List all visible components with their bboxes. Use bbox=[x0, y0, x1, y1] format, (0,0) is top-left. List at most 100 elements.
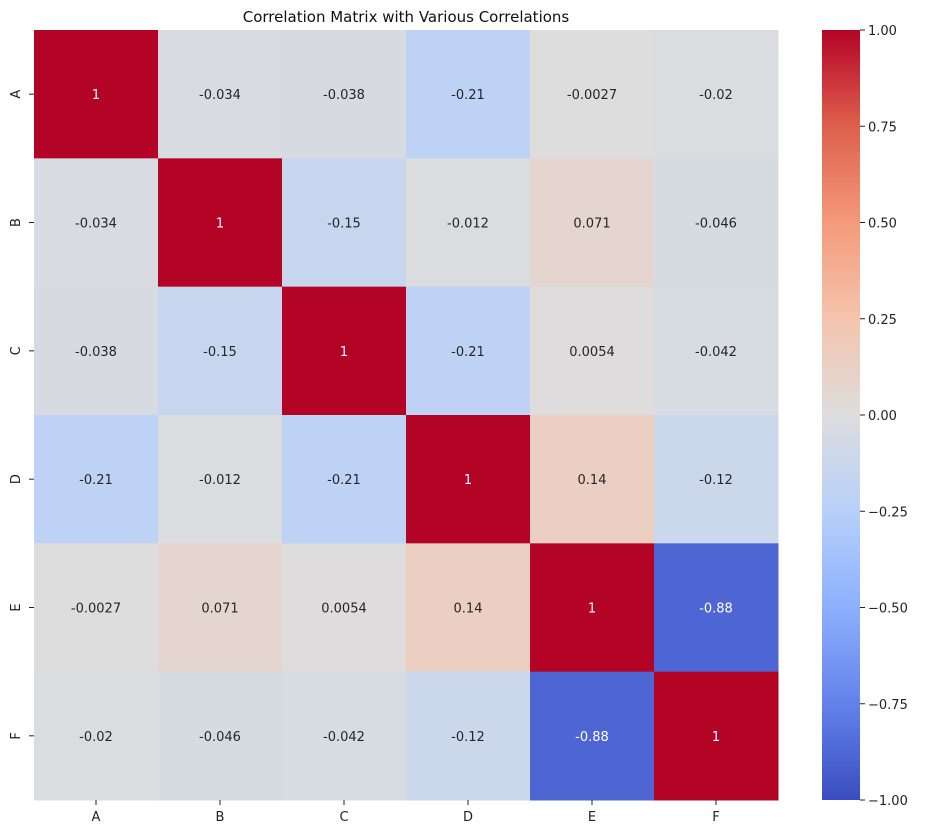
cell-annotation-C-F: -0.042 bbox=[695, 345, 737, 360]
heatmap-cell-F-A bbox=[34, 671, 159, 801]
cell-annotation-E-F: -0.88 bbox=[699, 602, 733, 617]
heatmap-cell-C-A bbox=[34, 286, 159, 416]
colorbar-tick-label: 0.75 bbox=[868, 120, 897, 135]
heatmap-cell-B-B bbox=[158, 158, 283, 288]
heatmap-cell-C-C bbox=[282, 286, 407, 416]
x-tick-label-B: B bbox=[216, 810, 225, 825]
heatmap-cell-B-C bbox=[282, 158, 407, 288]
heatmap-cell-F-E bbox=[530, 671, 655, 801]
heatmap-cell-A-B bbox=[158, 30, 283, 159]
heatmap-cell-E-B bbox=[158, 543, 283, 673]
heatmap-cell-C-B bbox=[158, 286, 283, 416]
cell-annotation-B-D: -0.012 bbox=[447, 217, 489, 232]
colorbar: 1.00 0.75 0.50 0.25 0.00 −0.25 −0.50 −0.75 −1.00 bbox=[822, 24, 908, 809]
heatmap-cell-D-C bbox=[282, 415, 407, 544]
y-axis: A B C D E F bbox=[9, 90, 34, 740]
x-tick-label-C: C bbox=[339, 810, 348, 825]
colorbar-tick-label: 0.50 bbox=[868, 217, 897, 232]
heatmap-cell-E-E bbox=[530, 543, 655, 673]
cell-annotation-E-D: 0.14 bbox=[454, 602, 483, 617]
heatmap-cell-C-D bbox=[406, 286, 531, 416]
heatmap-cell-D-B bbox=[158, 415, 283, 544]
y-tick-label-F: F bbox=[9, 732, 24, 739]
x-axis: A B C D E F bbox=[92, 800, 720, 825]
cell-annotation-D-F: -0.12 bbox=[699, 473, 733, 488]
cell-annotation-E-A: -0.0027 bbox=[71, 602, 121, 617]
cell-annotation-A-E: -0.0027 bbox=[567, 88, 617, 103]
heatmap-cell-B-F bbox=[654, 158, 779, 288]
colorbar-tick-label: 1.00 bbox=[868, 24, 897, 39]
colorbar-tick-label: −0.75 bbox=[868, 698, 908, 713]
cell-annotation-D-A: -0.21 bbox=[79, 473, 113, 488]
cell-annotation-A-A: 1 bbox=[92, 88, 100, 103]
cell-annotation-B-F: -0.046 bbox=[695, 217, 737, 232]
x-tick-label-A: A bbox=[92, 810, 101, 825]
cell-annotation-F-D: -0.12 bbox=[451, 730, 485, 745]
heatmap-cell-F-C bbox=[282, 671, 407, 801]
heatmap-cell-F-D bbox=[406, 671, 531, 801]
heatmap-cell-B-D bbox=[406, 158, 531, 288]
cell-annotation-B-C: -0.15 bbox=[327, 217, 361, 232]
chart-title: Correlation Matrix with Various Correlat… bbox=[243, 8, 570, 26]
cell-annotation-C-A: -0.038 bbox=[75, 345, 117, 360]
cell-annotation-E-B: 0.071 bbox=[201, 602, 238, 617]
cell-annotation-D-B: -0.012 bbox=[199, 473, 241, 488]
cell-annotation-C-B: -0.15 bbox=[203, 345, 237, 360]
y-tick-label-C: C bbox=[9, 346, 24, 355]
heatmap-cell-A-C bbox=[282, 30, 407, 159]
heatmap-cell-A-A bbox=[34, 30, 159, 159]
y-tick-label-A: A bbox=[9, 90, 24, 99]
cell-annotation-A-D: -0.21 bbox=[451, 88, 485, 103]
cell-annotation-E-E: 1 bbox=[588, 602, 596, 617]
heatmap-cell-F-B bbox=[158, 671, 283, 801]
cell-annotation-F-F: 1 bbox=[712, 730, 720, 745]
x-tick-label-F: F bbox=[712, 810, 719, 825]
y-tick-label-B: B bbox=[9, 218, 24, 227]
heatmap-cell-B-E bbox=[530, 158, 655, 288]
y-tick-label-E: E bbox=[9, 603, 24, 611]
heatmap-cells bbox=[34, 30, 779, 801]
cell-annotation-C-D: -0.21 bbox=[451, 345, 485, 360]
heatmap-cell-E-A bbox=[34, 543, 159, 673]
heatmap-cell-F-F bbox=[654, 671, 779, 801]
heatmap-cell-A-F bbox=[654, 30, 779, 159]
cell-annotation-F-C: -0.042 bbox=[323, 730, 365, 745]
cell-annotation-B-B: 1 bbox=[216, 217, 224, 232]
x-tick-label-E: E bbox=[588, 810, 596, 825]
heatmap-cell-E-F bbox=[654, 543, 779, 673]
cell-annotation-A-B: -0.034 bbox=[199, 88, 241, 103]
cell-annotation-B-A: -0.034 bbox=[75, 217, 117, 232]
cell-annotation-D-C: -0.21 bbox=[327, 473, 361, 488]
cell-annotation-D-D: 1 bbox=[464, 473, 472, 488]
colorbar-tick-label: −1.00 bbox=[868, 794, 908, 809]
heatmap-cell-D-D bbox=[406, 415, 531, 544]
heatmap-cell-A-D bbox=[406, 30, 531, 159]
cell-annotation-A-C: -0.038 bbox=[323, 88, 365, 103]
cell-annotation-C-C: 1 bbox=[340, 345, 348, 360]
cell-annotation-F-E: -0.88 bbox=[575, 730, 609, 745]
cell-annotation-F-A: -0.02 bbox=[79, 730, 113, 745]
heatmap-cell-C-E bbox=[530, 286, 655, 416]
heatmap-cell-B-A bbox=[34, 158, 159, 288]
heatmap-cell-A-E bbox=[530, 30, 655, 159]
cell-annotation-D-E: 0.14 bbox=[578, 473, 607, 488]
cell-annotation-B-E: 0.071 bbox=[573, 217, 610, 232]
y-tick-label-D: D bbox=[9, 474, 24, 484]
cell-annotation-C-E: 0.0054 bbox=[569, 345, 615, 360]
heatmap-cell-E-D bbox=[406, 543, 531, 673]
colorbar-gradient bbox=[822, 30, 860, 800]
heatmap-annotations: 1 -0.034 -0.038 -0.21 -0.0027 -0.02 -0.034 1 -0.… bbox=[71, 88, 737, 745]
colorbar-tick-label: −0.50 bbox=[868, 602, 908, 617]
x-tick-label-D: D bbox=[463, 810, 473, 825]
cell-annotation-A-F: -0.02 bbox=[699, 88, 733, 103]
heatmap-cell-D-F bbox=[654, 415, 779, 544]
colorbar-tick-label: 0.25 bbox=[868, 313, 897, 328]
heatmap-cell-C-F bbox=[654, 286, 779, 416]
heatmap-cell-D-A bbox=[34, 415, 159, 544]
colorbar-tick-label: −0.25 bbox=[868, 505, 908, 520]
heatmap-cell-E-C bbox=[282, 543, 407, 673]
cell-annotation-E-C: 0.0054 bbox=[321, 602, 367, 617]
colorbar-tick-label: 0.00 bbox=[868, 409, 897, 424]
